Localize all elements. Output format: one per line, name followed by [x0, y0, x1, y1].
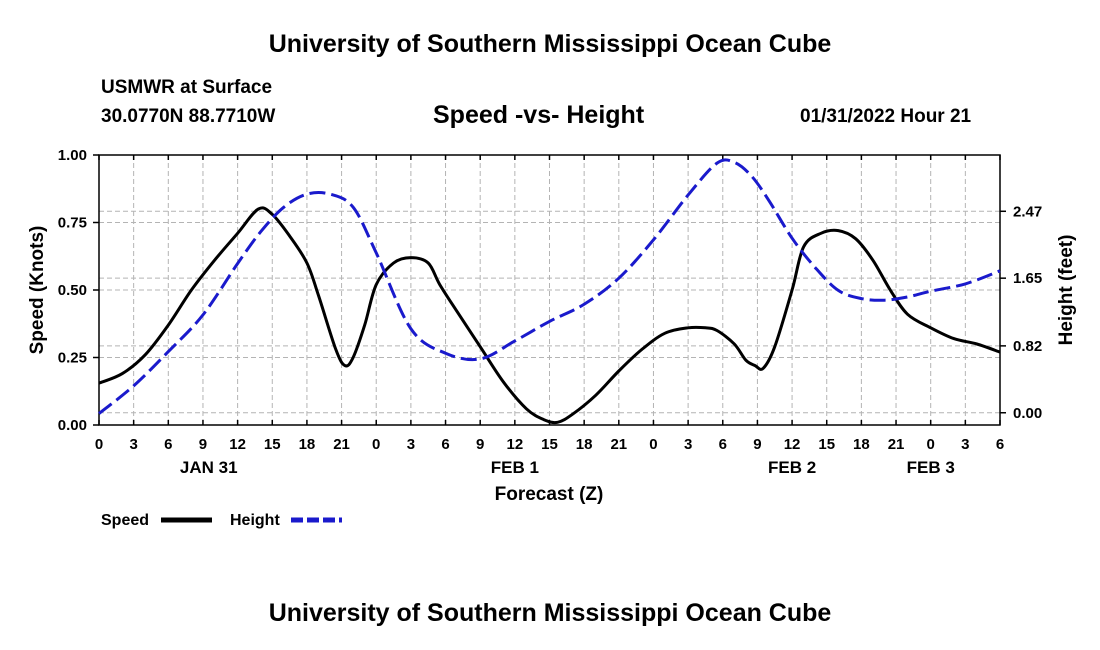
legend: Speed Height — [101, 512, 342, 529]
x-tick-label: 18 — [299, 436, 316, 453]
x-tick-label: 18 — [576, 436, 593, 453]
x-tick-label: 0 — [372, 436, 380, 453]
bottom-title: University of Southern Mississippi Ocean… — [268, 599, 832, 627]
x-tick-label: 15 — [541, 436, 558, 453]
y-tick-label: 1.00 — [58, 147, 87, 164]
top-title: University of Southern Mississippi Ocean… — [268, 30, 832, 58]
y-tick-label: 0.50 — [58, 282, 87, 299]
x-tick-label: 9 — [476, 436, 484, 453]
x-tick-label: 15 — [818, 436, 835, 453]
coordinates-label: 30.0770N 88.7710W — [101, 106, 276, 127]
x-tick-label: 6 — [996, 436, 1004, 453]
legend-label-height: Height — [230, 512, 280, 529]
y2-tick-label: 2.47 — [1013, 203, 1042, 220]
x-tick-label: 21 — [888, 436, 905, 453]
x-tick-label: 18 — [853, 436, 870, 453]
day-label: FEB 2 — [768, 458, 816, 477]
axis-ticks — [93, 154, 1006, 426]
x-tick-label: 9 — [753, 436, 761, 453]
x-tick-label: 6 — [441, 436, 449, 453]
x-tick-label: 21 — [333, 436, 350, 453]
day-label: JAN 31 — [180, 458, 238, 477]
x-tick-label: 3 — [684, 436, 692, 453]
x-tick-label: 9 — [199, 436, 207, 453]
day-label: FEB 3 — [907, 458, 955, 477]
series-line-height — [98, 158, 1001, 415]
x-tick-label: 15 — [264, 436, 281, 453]
x-tick-label: 0 — [927, 436, 935, 453]
x-tick-label: 21 — [610, 436, 627, 453]
y2-axis-title: Height (feet) — [1056, 235, 1077, 346]
x-axis-title: Forecast (Z) — [495, 484, 604, 505]
y-tick-label: 0.25 — [58, 350, 87, 367]
day-label: FEB 1 — [491, 458, 539, 477]
x-tick-label: 12 — [507, 436, 524, 453]
legend-label-speed: Speed — [101, 512, 149, 529]
x-tick-label: 3 — [407, 436, 415, 453]
y2-tick-label: 1.65 — [1013, 270, 1042, 287]
x-tick-label: 0 — [95, 436, 103, 453]
series-lines — [98, 158, 1001, 425]
y-tick-label: 0.00 — [58, 417, 87, 434]
station-label: USMWR at Surface — [101, 77, 273, 98]
y2-tick-label: 0.82 — [1013, 338, 1042, 355]
y-axis-title: Speed (Knots) — [27, 226, 48, 355]
date-label: 01/31/2022 Hour 21 — [800, 106, 972, 127]
grid — [99, 155, 1000, 425]
y-tick-label: 0.75 — [58, 215, 87, 232]
chart-title: Speed -vs- Height — [433, 101, 645, 129]
x-tick-label: 3 — [129, 436, 137, 453]
x-tick-label: 12 — [784, 436, 801, 453]
y2-tick-label: 0.00 — [1013, 405, 1042, 422]
x-tick-label: 3 — [961, 436, 969, 453]
x-tick-label: 6 — [164, 436, 172, 453]
x-tick-label: 12 — [229, 436, 246, 453]
x-tick-label: 0 — [649, 436, 657, 453]
series-line-speed — [98, 206, 1001, 425]
axis-labels: Forecast (Z) Speed (Knots) Height (feet)… — [27, 147, 1077, 505]
x-tick-label: 6 — [719, 436, 727, 453]
